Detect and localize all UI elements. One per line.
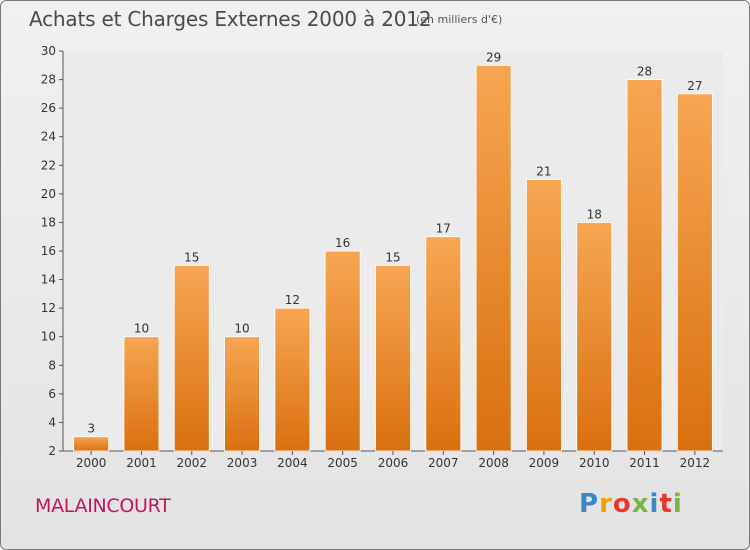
x-tick-label: 2007 [428,456,459,470]
bar [526,179,562,452]
x-tick-label: 2001 [126,456,157,470]
bar [73,436,110,452]
bar [324,250,361,452]
bar-value-label: 28 [637,65,652,79]
bar-value-label: 3 [87,422,95,436]
bar [475,64,512,452]
bar-value-label: 15 [184,250,199,264]
logo-letter: r [599,489,613,519]
y-tick-label: 22 [41,158,56,172]
y-tick-label: 2 [48,444,56,458]
logo-letter: i [649,489,660,519]
x-tick-label: 2004 [277,456,308,470]
y-tick-label: 20 [41,187,56,201]
bar [173,264,210,452]
y-tick-label: 12 [41,301,56,315]
logo-letter: o [612,489,632,519]
chart-title: Achats et Charges Externes 2000 à 2012 [29,7,432,31]
bar-value-label: 16 [335,236,350,250]
y-tick-label: 14 [41,273,56,287]
x-tick-label: 2011 [629,456,660,470]
bar [626,79,663,452]
bar [123,336,160,452]
x-tick-label: 2008 [478,456,509,470]
x-tick-label: 2000 [76,456,107,470]
bar [676,93,713,452]
bar-value-label: 18 [587,207,602,221]
y-tick-label: 28 [41,73,56,87]
bar [425,236,462,452]
x-tick-label: 2010 [579,456,610,470]
x-tick-label: 2003 [227,456,258,470]
bar [274,307,311,452]
bar [375,264,411,452]
y-tick-label: 8 [48,358,56,372]
commune-name: MALAINCOURT [35,495,171,517]
x-tick-label: 2012 [680,456,711,470]
bar [224,336,260,452]
x-tick-label: 2006 [378,456,409,470]
bar-value-label: 27 [687,79,702,93]
logo-letter: x [631,489,650,519]
y-tick-label: 6 [48,387,56,401]
logo-letter: P [579,489,600,519]
bar [576,222,613,452]
x-tick-label: 2002 [176,456,207,470]
proxiti-logo: Proxiti [579,489,683,519]
y-tick-label: 18 [41,215,56,229]
bar-value-label: 17 [436,222,451,236]
bar-value-label: 10 [134,322,149,336]
chart-unit-label: (en milliers d'€) [416,13,503,26]
y-tick-label: 24 [41,130,56,144]
x-tick-label: 2005 [327,456,358,470]
bar-value-label: 29 [486,50,501,64]
bar-value-label: 21 [536,165,551,179]
y-tick-label: 4 [48,415,56,429]
bar-value-label: 10 [234,322,249,336]
y-tick-label: 30 [41,44,56,58]
bar-value-label: 15 [385,250,400,264]
logo-letter: i [672,489,683,519]
x-tick-label: 2009 [529,456,560,470]
bar-value-label: 12 [285,293,300,307]
y-tick-label: 26 [41,101,56,115]
y-tick-label: 10 [41,330,56,344]
y-tick-label: 16 [41,244,56,258]
logo-letter: t [659,489,673,519]
